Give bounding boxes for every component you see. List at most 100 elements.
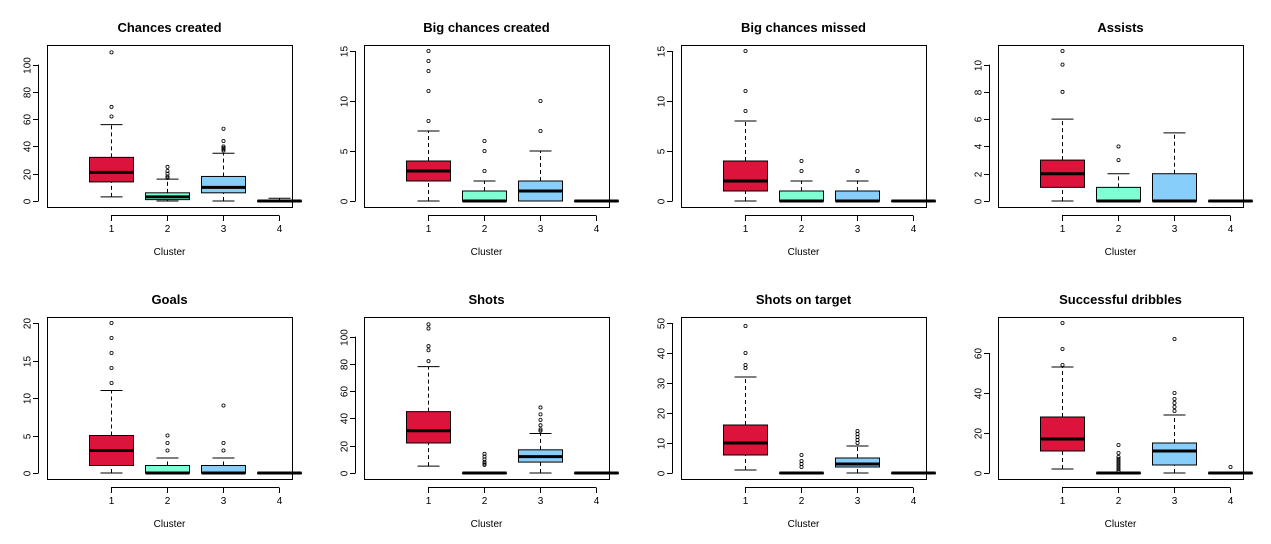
y-tick-label: 20 xyxy=(657,408,668,420)
boxplot-panel: Chances created 0 20 40 60 80 100 1 2 3 4 Cluster xyxy=(0,0,317,272)
box-iqr xyxy=(723,424,768,456)
outlier-point xyxy=(165,448,170,453)
outlier-point xyxy=(1116,456,1121,461)
boxplot-svg: Big chances missed 0 5 10 15 1 2 3 4 Cluster xyxy=(657,20,936,258)
outlier-point xyxy=(538,412,543,417)
boxplot-panel: Shots on target 0 10 20 30 40 50 1 2 3 4 Cluster xyxy=(634,272,951,544)
outlier-point xyxy=(221,126,226,131)
boxplot-svg: Shots on target 0 10 20 30 40 50 1 2 3 4 Cluster xyxy=(657,292,936,530)
box-cluster-2 xyxy=(145,433,190,475)
outlier-point xyxy=(426,359,431,364)
y-tick-label: 0 xyxy=(974,470,985,476)
y-tick-label: 0 xyxy=(340,470,351,476)
y-tick-label: 10 xyxy=(340,96,351,108)
outlier-point xyxy=(165,440,170,445)
boxplot-svg: Goals 0 5 10 15 20 1 2 3 4 Cluster xyxy=(23,292,302,530)
outlier-point xyxy=(1060,321,1065,326)
outlier-point xyxy=(1172,404,1177,409)
x-tick-label: 1 xyxy=(109,496,115,507)
box-cluster-2 xyxy=(1096,144,1141,203)
plot-frame xyxy=(364,45,610,208)
x-axis-label: Cluster xyxy=(154,247,186,258)
outlier-point xyxy=(538,423,543,428)
box-iqr xyxy=(89,156,134,183)
outlier-point xyxy=(1116,442,1121,447)
y-tick-label: 100 xyxy=(23,57,34,74)
y-tick-label: 0 xyxy=(23,470,34,476)
x-tick-label: 3 xyxy=(1172,224,1178,235)
chart-title: Assists xyxy=(1097,20,1143,35)
boxplot-panel: Goals 0 5 10 15 20 1 2 3 4 Cluster xyxy=(0,272,317,544)
y-tick-label: 50 xyxy=(657,318,668,330)
box-cluster-2 xyxy=(462,138,507,203)
outlier-point xyxy=(221,448,226,453)
x-tick-label: 4 xyxy=(277,224,283,235)
box-cluster-1 xyxy=(89,321,134,474)
plot-frame xyxy=(364,317,610,480)
x-tick-label: 2 xyxy=(165,496,171,507)
x-tick-label: 2 xyxy=(165,224,171,235)
boxplot-svg: Shots 0 20 40 60 80 100 1 2 3 4 Cluster xyxy=(340,292,619,530)
box-iqr xyxy=(1152,442,1197,466)
box-iqr xyxy=(1152,173,1197,202)
x-tick-label: 3 xyxy=(538,496,544,507)
box-cluster-4 xyxy=(574,199,619,203)
y-tick-label: 20 xyxy=(974,428,985,440)
plot-frame xyxy=(998,45,1244,208)
x-tick-label: 2 xyxy=(799,224,805,235)
outlier-point xyxy=(1116,468,1121,473)
y-tick-label: 40 xyxy=(974,388,985,400)
x-axis-label: Cluster xyxy=(471,519,503,530)
outlier-point xyxy=(1116,158,1121,163)
x-tick-label: 4 xyxy=(1228,496,1234,507)
boxplot-panel: Successful dribbles 0 20 40 60 1 2 3 4 Cluster xyxy=(951,272,1268,544)
y-tick-label: 0 xyxy=(657,470,668,476)
y-tick-label: 2 xyxy=(974,171,985,177)
plot-frame xyxy=(998,317,1244,480)
box-cluster-3 xyxy=(835,168,880,203)
outlier-point xyxy=(165,171,170,176)
outlier-point xyxy=(165,175,170,180)
x-tick-label: 1 xyxy=(426,224,432,235)
outlier-point xyxy=(855,428,860,433)
box-cluster-3 xyxy=(201,403,246,475)
outlier-point xyxy=(743,89,748,94)
outlier-point xyxy=(538,99,543,104)
box-iqr xyxy=(723,160,768,192)
box-cluster-2 xyxy=(779,452,824,475)
box-cluster-4 xyxy=(1208,464,1253,475)
x-tick-label: 3 xyxy=(855,224,861,235)
x-axis-label: Cluster xyxy=(154,519,186,530)
outlier-point xyxy=(426,59,431,64)
outlier-point xyxy=(1060,347,1065,352)
outlier-point xyxy=(109,381,114,386)
outlier-point xyxy=(1172,400,1177,405)
x-axis-label: Cluster xyxy=(471,247,503,258)
y-tick-label: 60 xyxy=(974,348,985,360)
y-tick-label: 100 xyxy=(340,329,351,346)
outlier-point xyxy=(221,145,226,150)
x-tick-label: 1 xyxy=(1060,496,1066,507)
y-tick-label: 5 xyxy=(340,148,351,154)
x-tick-label: 2 xyxy=(1116,224,1122,235)
boxplot-panel: Big chances created 0 5 10 15 1 2 3 4 Cluster xyxy=(317,0,634,272)
x-tick-label: 3 xyxy=(221,496,227,507)
y-tick-label: 15 xyxy=(340,46,351,58)
outlier-point xyxy=(221,147,226,152)
box-cluster-3 xyxy=(518,405,563,474)
outlier-point xyxy=(799,158,804,163)
outlier-point xyxy=(743,351,748,356)
box-cluster-2 xyxy=(1096,442,1141,475)
outlier-point xyxy=(109,351,114,356)
outlier-point xyxy=(743,109,748,114)
outlier-point xyxy=(482,451,487,456)
y-tick-label: 80 xyxy=(340,359,351,371)
outlier-point xyxy=(426,89,431,94)
y-tick-label: 20 xyxy=(340,441,351,453)
boxplot-svg: Successful dribbles 0 20 40 60 1 2 3 4 Cluster xyxy=(974,292,1253,530)
box-cluster-3 xyxy=(835,428,880,474)
box-cluster-4 xyxy=(574,471,619,475)
box-cluster-4 xyxy=(257,471,302,475)
outlier-point xyxy=(482,454,487,459)
outlier-point xyxy=(1228,464,1233,469)
